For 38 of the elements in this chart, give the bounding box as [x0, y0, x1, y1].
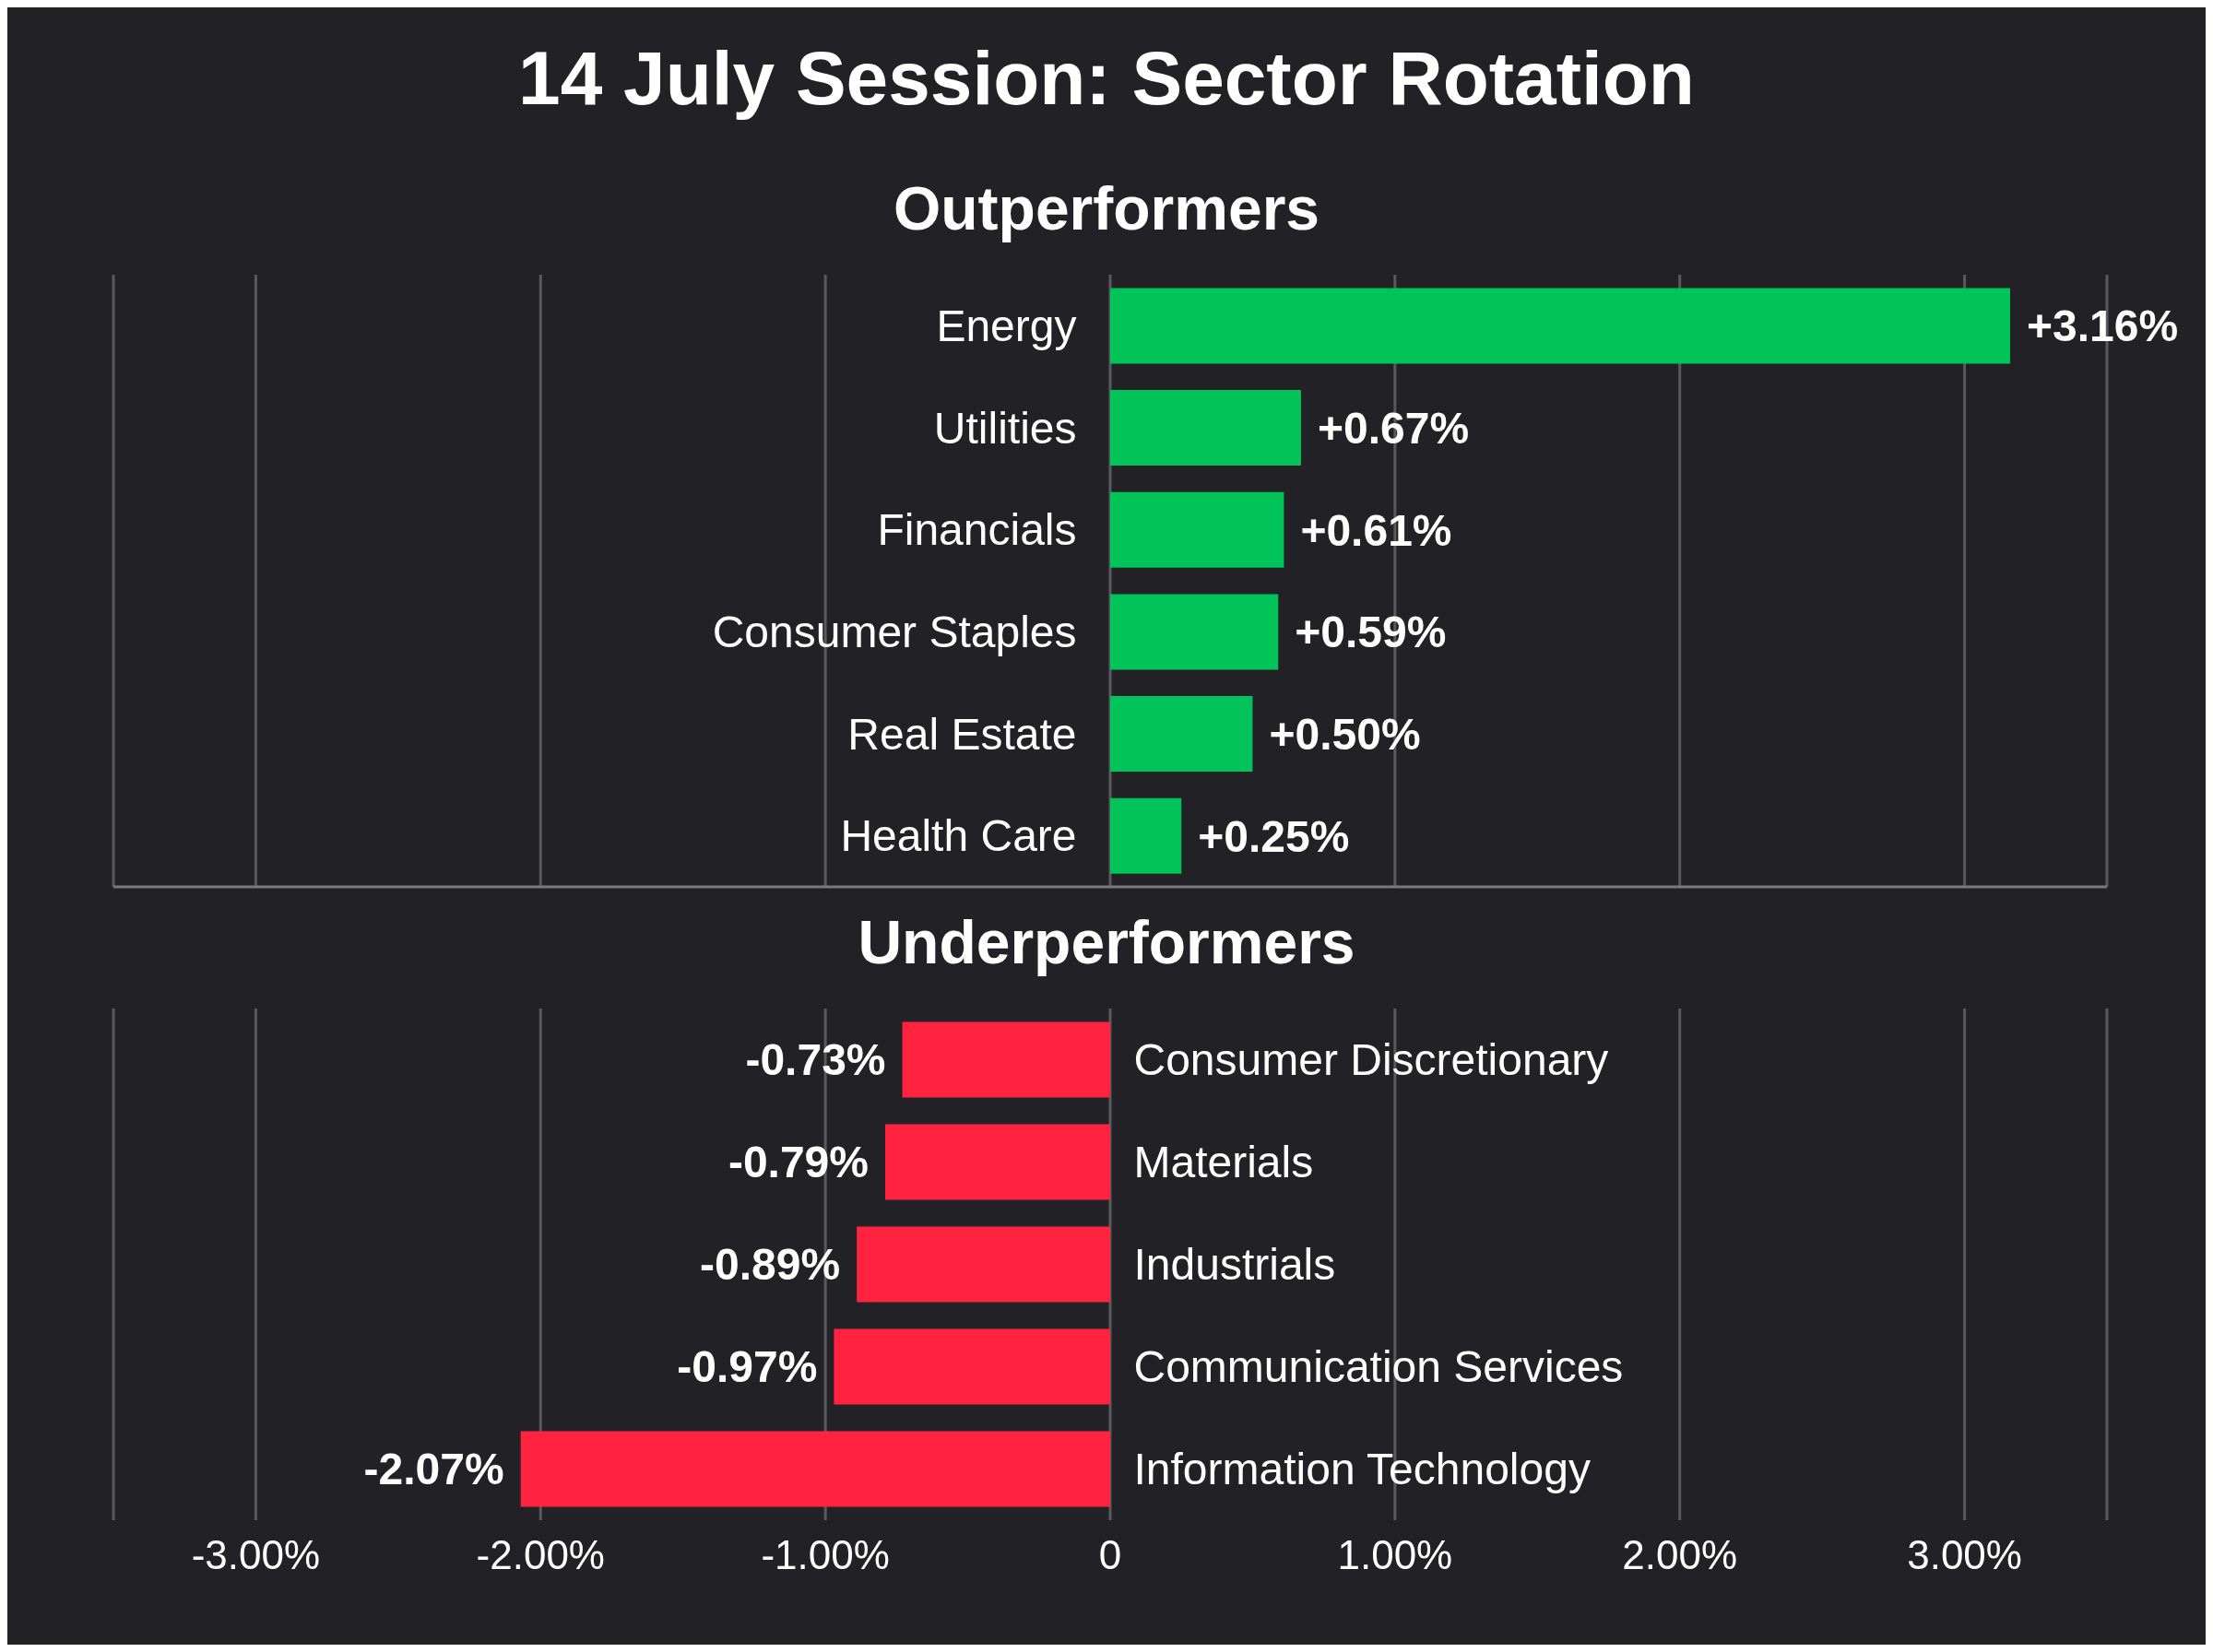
- data-label: +0.67%: [1317, 403, 1470, 453]
- data-label: -0.79%: [728, 1138, 869, 1187]
- data-label: -2.07%: [363, 1445, 504, 1494]
- data-label: -0.89%: [700, 1240, 841, 1290]
- bar: [1110, 390, 1301, 466]
- y-tick-label: Industrials: [1133, 1240, 1336, 1290]
- bar: [1110, 797, 1182, 874]
- data-label: +3.16%: [2026, 301, 2179, 351]
- y-tick-label: Energy: [936, 301, 1077, 351]
- chart-title: 14 July Session: Sector Rotation: [517, 35, 1696, 122]
- x-tick-label: 1.00%: [1337, 1532, 1453, 1578]
- data-label: +0.50%: [1269, 709, 1421, 759]
- data-label: +0.59%: [1295, 608, 1447, 657]
- x-tick-label: -1.00%: [761, 1532, 890, 1578]
- data-label: -0.97%: [677, 1342, 818, 1392]
- x-tick-label: -3.00%: [191, 1532, 321, 1578]
- chart-title: Underperformers: [857, 907, 1356, 978]
- x-tick-label: 2.00%: [1622, 1532, 1738, 1578]
- y-tick-label: Financials: [877, 505, 1077, 555]
- x-tick-label: -2.00%: [476, 1532, 605, 1578]
- data-label: +0.61%: [1300, 505, 1452, 555]
- y-tick-label: Consumer Staples: [712, 608, 1077, 657]
- bar: [1110, 288, 2010, 364]
- y-tick-label: Real Estate: [847, 709, 1077, 759]
- data-label: +0.25%: [1198, 811, 1350, 861]
- y-tick-label: Utilities: [933, 403, 1077, 453]
- y-tick-label: Communication Services: [1133, 1342, 1624, 1392]
- x-tick-label: 0: [1098, 1532, 1122, 1578]
- bar: [1110, 594, 1279, 670]
- bar: [1110, 696, 1253, 773]
- bar: [1110, 491, 1284, 568]
- y-tick-label: Consumer Discretionary: [1133, 1035, 1609, 1085]
- chart-subtitle: Outperformers: [892, 173, 1321, 244]
- x-tick-label: 3.00%: [1907, 1532, 2022, 1578]
- y-tick-label: Information Technology: [1133, 1445, 1591, 1494]
- y-tick-label: Materials: [1133, 1138, 1314, 1187]
- data-label: -0.73%: [745, 1035, 886, 1085]
- y-tick-label: Health Care: [840, 811, 1077, 861]
